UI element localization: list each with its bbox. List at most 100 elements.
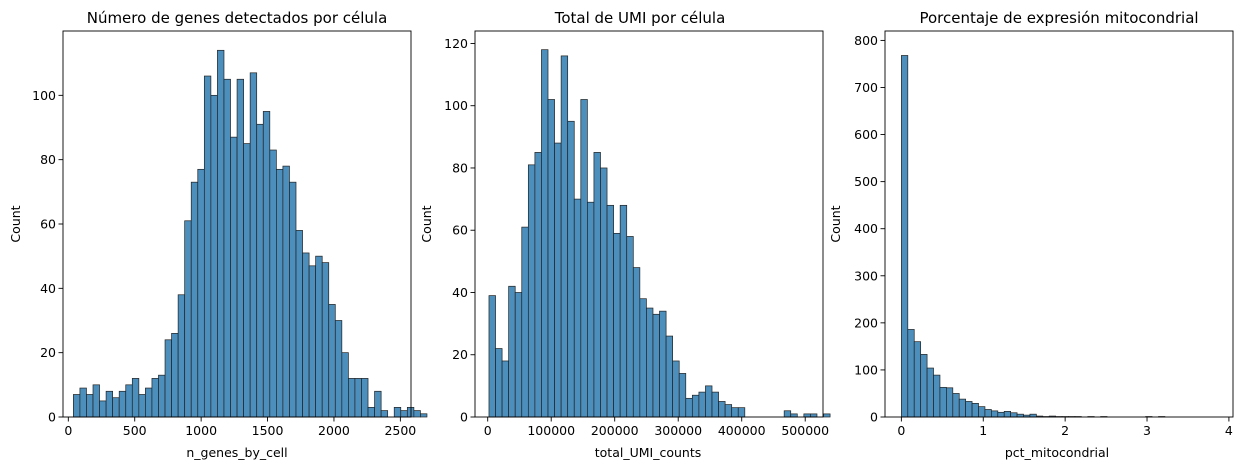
x-tick-label: 1 [979,423,987,438]
bar [560,55,569,418]
x-tick-label: 100000 [527,423,575,438]
bar [256,123,264,418]
bar [606,204,614,418]
bar [971,403,979,418]
bar [685,397,693,418]
y-ticks-2: 0 100 200 300 400 500 600 700 800 [854,33,885,425]
x-tick-label: 2 [1061,423,1069,438]
bar [374,390,382,418]
bar [508,285,516,418]
y-tick-label: 200 [854,315,878,330]
bar [619,204,628,418]
bars-2 [901,55,1166,418]
bar [567,120,575,418]
y-tick-label: 500 [854,174,878,189]
bar [737,407,746,418]
bar [724,404,733,418]
bar [691,394,700,418]
x-tick-label: 300000 [654,423,702,438]
bar [926,367,934,418]
bar [659,310,667,418]
bar [978,406,986,418]
bar [810,413,818,418]
x-tick-label: 0 [484,423,492,438]
y-tick-label: 20 [40,345,56,360]
bar [958,398,967,418]
bar [236,78,244,418]
bar [984,409,992,418]
bar [790,413,798,418]
bar [145,387,153,418]
y-tick-label: 20 [452,347,468,362]
y-tick-label: 40 [40,281,56,296]
x-tick-label: 400000 [718,423,766,438]
y-tick-label: 0 [48,410,56,425]
bar [79,387,87,418]
bar [138,394,146,418]
chart-panel-0: Número de genes detectados por célula n_… [8,9,428,460]
bar [367,407,375,418]
bar [913,341,922,418]
bar [276,168,284,418]
chart-panel-1: Total de UMI por célula total_UMI_counts… [419,9,831,460]
bar [613,232,621,418]
y-tick-label: 700 [854,80,878,95]
bar [217,49,225,418]
bars-0 [73,49,428,418]
bar [92,384,100,418]
x-tick-label: 0 [64,423,72,438]
y-tick-label: 400 [854,221,878,236]
bar [334,320,343,418]
bar [991,410,999,418]
bar [534,152,542,418]
bar [488,295,496,418]
y-axis-label-0: Count [8,205,23,242]
x-axis-label-2: pct_mitocondrial [1005,445,1109,460]
bar [158,374,166,418]
bar [269,149,277,418]
bar [946,387,954,418]
x-tick-label: 2500 [384,423,416,438]
bar [554,142,562,418]
bar [521,226,529,418]
bar [600,167,608,418]
bar [907,329,915,418]
bar [105,390,113,418]
y-tick-label: 0 [460,410,468,425]
bar [99,400,107,418]
bar [997,411,1005,418]
bar [348,378,356,418]
bar [783,410,792,418]
bar [190,181,199,418]
x-tick-label: 2000 [318,423,350,438]
bar [1010,412,1018,418]
bar [171,333,179,418]
bar [295,230,303,418]
y-tick-label: 100 [32,88,56,103]
y-ticks-1: 0 20 40 60 80 100 120 [444,36,475,425]
bar [341,352,349,418]
x-tick-label: 1000 [185,423,217,438]
bar [1003,411,1011,418]
x-tick-label: 200000 [591,423,639,438]
x-tick-label: 3 [1143,423,1151,438]
bar [965,401,973,418]
axes-frame-1 [474,30,824,418]
bar [698,391,706,418]
bar [354,378,362,418]
bar [803,413,811,418]
chart-title-0: Número de genes detectados por célula [87,9,388,27]
y-tick-label: 80 [452,160,468,175]
bar [380,410,389,418]
bar [593,152,601,418]
bar [639,298,647,418]
bar [501,360,509,418]
x-axis-label-1: total_UMI_counts [595,445,701,460]
bar [393,407,402,418]
bar [705,385,713,418]
y-axis-label-2: Count [828,205,843,242]
y-tick-label: 60 [452,223,468,238]
bar [203,75,212,418]
bars-1 [488,49,831,418]
bar [118,390,127,418]
